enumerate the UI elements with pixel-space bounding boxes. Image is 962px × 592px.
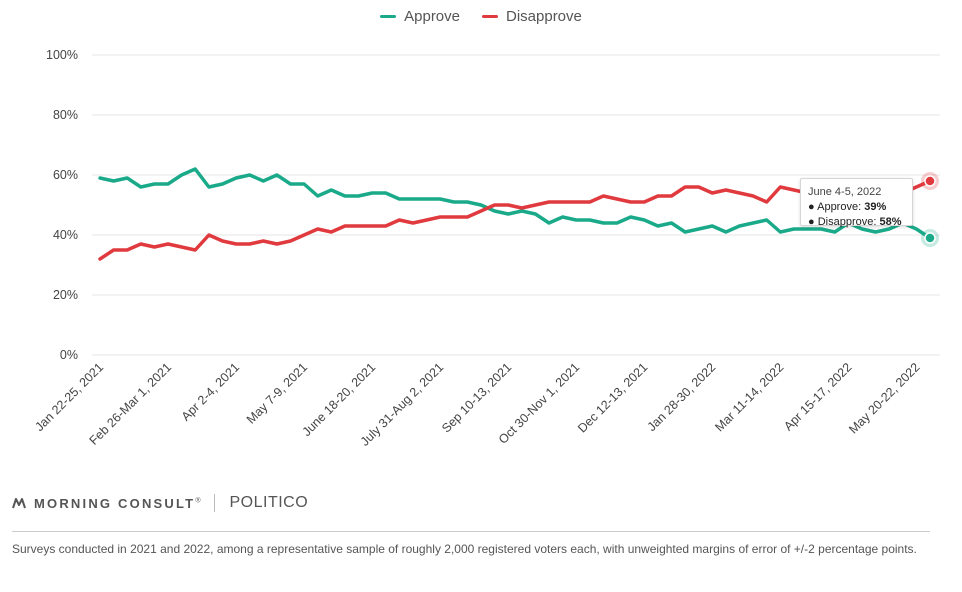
tooltip-disapprove-value: 58%: [879, 216, 902, 228]
series-line-disapprove: [98, 179, 932, 261]
tooltip-approve-label: Approve:: [817, 201, 865, 213]
x-tick-label: Dec 12-13, 2021: [575, 360, 650, 435]
x-tick-label: Apr 15-17, 2022: [781, 360, 854, 433]
morning-consult-wordmark: MORNING CONSULT®: [34, 495, 201, 511]
x-tick-label: Mar 11-14, 2022: [712, 360, 786, 434]
disapprove-swatch: [482, 15, 498, 18]
morning-consult-mark-icon: [12, 498, 26, 509]
series-line-approve: [98, 167, 932, 240]
hover-tooltip: June 4-5, 2022 ● Approve: 39% ● Disappro…: [800, 178, 913, 228]
hover-markers: [921, 172, 939, 247]
bullet-icon: ●: [808, 201, 815, 213]
grid-lines: [92, 54, 940, 356]
y-tick-label: 60%: [53, 168, 78, 182]
hover-marker-disapprove[interactable]: [924, 175, 936, 187]
tooltip-disapprove-row: ● Disapprove: 58%: [808, 215, 905, 230]
y-tick-label: 80%: [53, 108, 78, 122]
bullet-icon: ●: [808, 216, 815, 228]
politico-wordmark: POLITICO: [229, 494, 309, 511]
y-tick-label: 20%: [53, 288, 78, 302]
brand-divider: [214, 494, 216, 512]
footer-divider: [12, 531, 930, 532]
y-tick-label: 0%: [60, 348, 78, 362]
legend-item-approve[interactable]: Approve: [380, 8, 460, 25]
tooltip-approve-value: 39%: [864, 201, 887, 213]
tooltip-approve-row: ● Approve: 39%: [808, 200, 905, 215]
y-axis-ticks: 0% 20% 40% 60% 80% 100%: [46, 48, 78, 362]
x-tick-label: Sep 10-13, 2021: [439, 360, 514, 435]
x-tick-label: June 18-20, 2021: [300, 360, 379, 439]
y-tick-label: 100%: [46, 48, 78, 62]
approve-swatch: [380, 15, 397, 18]
x-tick-label: May 20-22, 2022: [846, 360, 922, 436]
legend-disapprove-label: Disapprove: [506, 8, 582, 25]
y-tick-label: 40%: [53, 228, 78, 242]
morning-consult-logo: MORNING CONSULT®: [12, 496, 200, 511]
x-tick-label: May 7-9, 2021: [244, 360, 310, 426]
x-tick-label: Jan 22-25, 2021: [32, 360, 106, 434]
x-tick-label: Jan 28-30, 2022: [645, 360, 719, 434]
hover-marker-approve[interactable]: [924, 232, 936, 244]
methodology-footnote: Surveys conducted in 2021 and 2022, amon…: [12, 542, 917, 556]
tooltip-date: June 4-5, 2022: [808, 186, 882, 198]
legend-approve-label: Approve: [404, 8, 460, 25]
x-tick-label: Apr 2-4, 2021: [179, 360, 242, 423]
tooltip-disapprove-label: Disapprove:: [817, 216, 880, 228]
legend-item-disapprove[interactable]: Disapprove: [482, 8, 582, 25]
series-lines: [98, 167, 932, 261]
chart-legend: Approve Disapprove: [0, 8, 962, 25]
branding: MORNING CONSULT® POLITICO: [12, 494, 308, 512]
